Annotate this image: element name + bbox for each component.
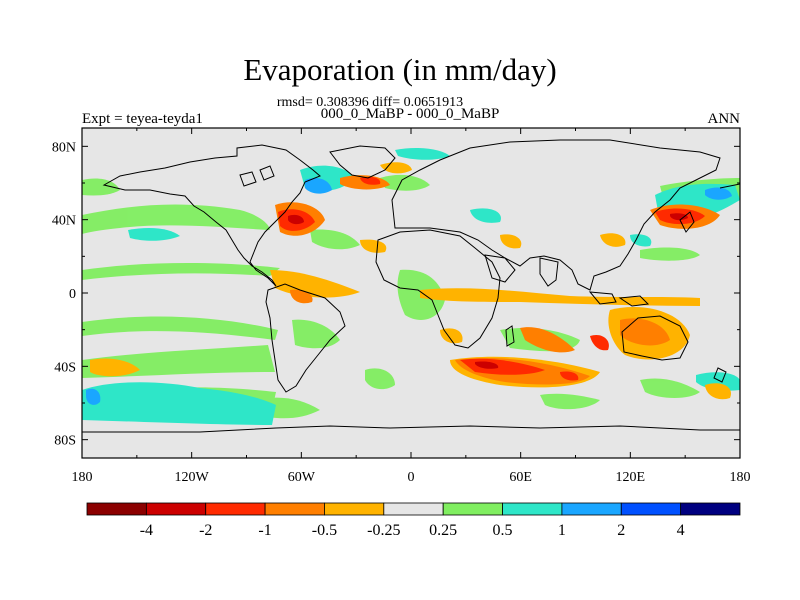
colorbar-label: -0.5 <box>312 522 337 539</box>
lat-tick-label: 80N <box>52 140 76 155</box>
colorbar-label: 0.5 <box>493 522 513 539</box>
longitude-axis: 180 120W 60W 0 60E 120E 180 <box>72 128 751 485</box>
lon-tick-label: 120E <box>616 470 646 485</box>
colorbar-swatch <box>145 502 207 516</box>
anomaly-field <box>82 148 740 425</box>
colorbar-swatch <box>442 502 503 516</box>
lat-tick-label: 40N <box>52 214 76 229</box>
colorbar-swatch <box>205 502 266 516</box>
lon-tick-label: 180 <box>72 470 93 485</box>
colorbar-swatch <box>502 502 563 516</box>
runs-line: 000_0_MaBP - 000_0_MaBP <box>320 106 500 122</box>
lon-tick-label: 60E <box>509 470 532 485</box>
colorbar-label: -4 <box>140 522 153 539</box>
season-label: ANN <box>707 111 741 127</box>
colorbar-label: 2 <box>617 522 625 539</box>
lon-tick-label: 0 <box>408 470 415 485</box>
colorbar-label: -0.25 <box>367 522 400 539</box>
latitude-axis: 80N 40N 0 40S 80S <box>52 140 740 449</box>
colorbar-swatch <box>383 502 444 516</box>
colorbar: -4 -2 -1 -0.5 -0.25 0.25 0.5 1 2 4 <box>86 502 741 539</box>
colorbar-swatch <box>561 502 622 516</box>
lon-tick-label: 120W <box>175 470 210 485</box>
experiment-label: Expt = teyea-teyda1 <box>82 111 203 127</box>
coastlines <box>82 139 740 433</box>
colorbar-swatch <box>324 502 385 516</box>
lat-tick-label: 40S <box>54 360 76 375</box>
colorbar-label: -2 <box>199 522 212 539</box>
stats-line: rmsd= 0.308396 diff= 0.0651913 <box>276 95 464 110</box>
colorbar-swatch <box>264 502 325 516</box>
colorbar-label: 1 <box>558 522 566 539</box>
colorbar-label: -1 <box>258 522 271 539</box>
lat-tick-label: 80S <box>54 434 76 449</box>
colorbar-label: 0.25 <box>429 522 457 539</box>
lon-tick-label: 180 <box>730 470 751 485</box>
colorbar-label: 4 <box>677 522 685 539</box>
colorbar-swatch <box>86 502 147 516</box>
plot-title: Evaporation (in mm/day) <box>243 52 557 87</box>
lat-tick-label: 0 <box>69 287 76 302</box>
colorbar-swatch <box>680 502 741 516</box>
lon-tick-label: 60W <box>288 470 316 485</box>
colorbar-swatch <box>620 502 682 516</box>
